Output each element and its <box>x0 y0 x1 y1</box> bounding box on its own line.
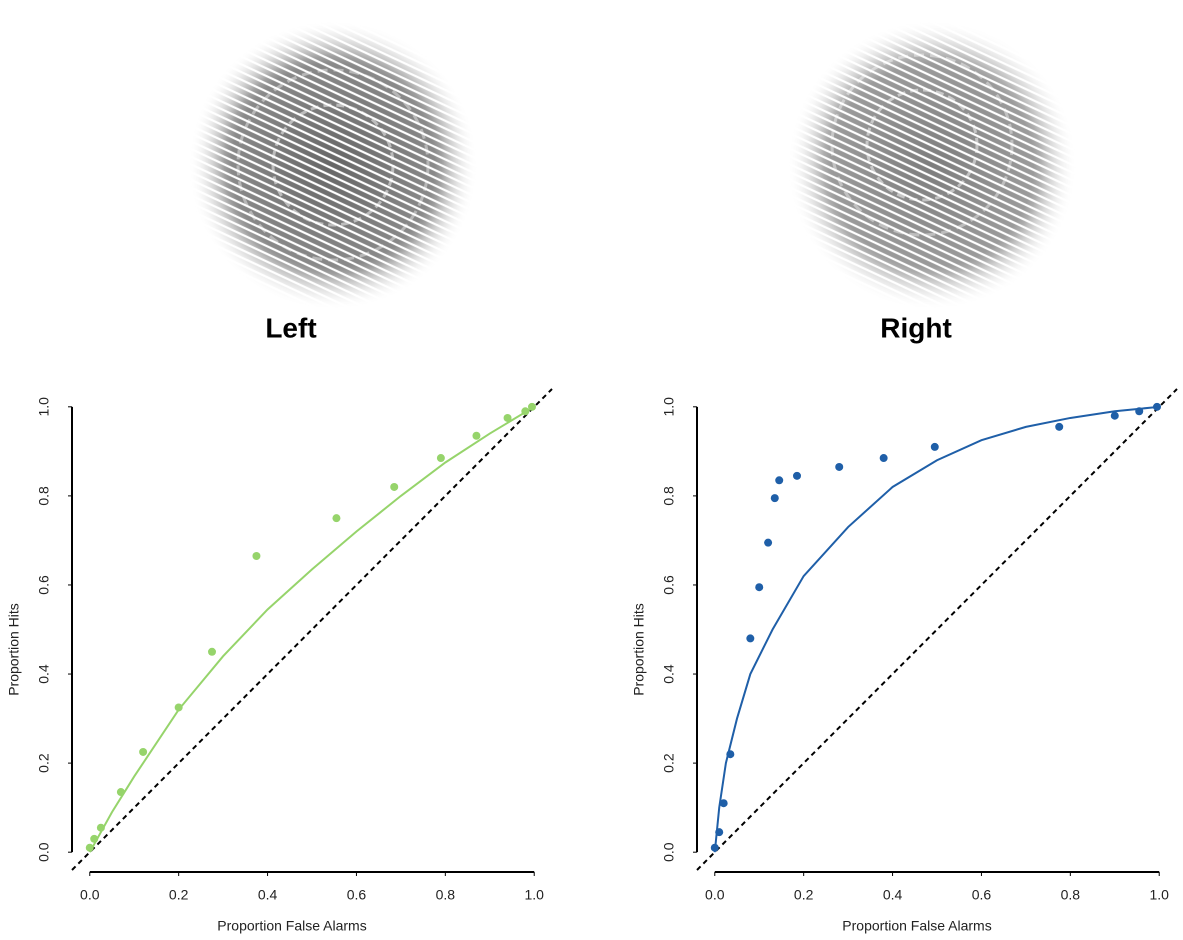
data-point <box>770 494 779 503</box>
x-tick-label: 1.0 <box>1149 887 1169 903</box>
data-point <box>1110 411 1119 420</box>
x-axis-label: Proportion False Alarms <box>842 918 991 934</box>
y-tick-label: 0.0 <box>661 842 677 862</box>
fingerprint-image <box>188 20 478 310</box>
fit-curve <box>88 405 535 853</box>
x-tick-label: 0.4 <box>883 887 903 903</box>
data-point <box>764 538 773 547</box>
x-tick-label: 0.8 <box>1061 887 1081 903</box>
y-tick-label: 0.2 <box>36 753 52 773</box>
x-tick-label: 0.0 <box>80 887 100 903</box>
chance-line <box>71 388 553 871</box>
y-tick-label: 0.4 <box>661 664 677 684</box>
panel-title: Left <box>265 312 316 343</box>
x-tick-label: 0.2 <box>169 887 189 903</box>
data-point <box>503 413 512 422</box>
y-tick-label: 0.0 <box>36 842 52 862</box>
y-tick-label: 0.8 <box>661 486 677 506</box>
y-tick-label: 0.4 <box>36 664 52 684</box>
data-point <box>793 471 801 480</box>
x-tick-label: 0.4 <box>258 887 278 903</box>
y-tick-label: 1.0 <box>36 397 52 417</box>
data-point <box>930 442 939 451</box>
fit-curve <box>713 405 1160 853</box>
x-tick-label: 0.2 <box>794 887 814 903</box>
data-point <box>139 747 148 756</box>
data-point <box>208 647 216 656</box>
data-point <box>1055 422 1064 431</box>
data-point <box>174 703 183 712</box>
data-point <box>332 514 341 523</box>
data-point <box>390 482 399 491</box>
y-tick-label: 0.6 <box>661 575 677 595</box>
y-tick-label: 0.2 <box>661 753 677 773</box>
data-point <box>775 476 784 485</box>
panel-title: Right <box>880 312 952 343</box>
x-tick-label: 0.6 <box>347 887 367 903</box>
data-point <box>746 634 755 643</box>
data-point <box>835 462 844 471</box>
y-axis-label: Proportion Hits <box>6 603 22 696</box>
y-tick-label: 0.6 <box>36 575 52 595</box>
data-point <box>719 799 728 808</box>
x-tick-label: 0.6 <box>972 887 992 903</box>
y-axis-label: Proportion Hits <box>631 603 647 696</box>
data-point <box>472 431 481 440</box>
data-point <box>879 454 888 463</box>
data-point <box>436 454 445 463</box>
fingerprint-image <box>787 20 1077 310</box>
y-tick-label: 0.8 <box>36 486 52 506</box>
y-tick-label: 1.0 <box>661 397 677 417</box>
x-axis-label: Proportion False Alarms <box>217 918 366 934</box>
x-tick-label: 0.8 <box>436 887 456 903</box>
x-tick-label: 1.0 <box>524 887 544 903</box>
data-point <box>755 583 764 592</box>
x-tick-label: 0.0 <box>705 887 725 903</box>
data-point <box>252 552 261 561</box>
